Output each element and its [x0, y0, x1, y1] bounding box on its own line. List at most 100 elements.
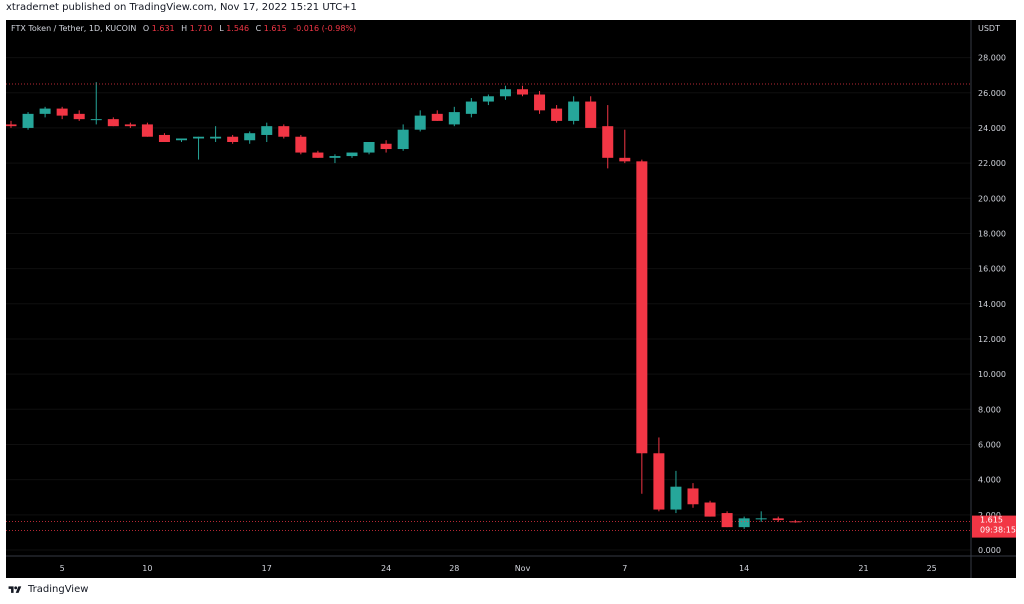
candle — [568, 96, 580, 125]
candle — [670, 470, 682, 514]
candle-body — [56, 108, 68, 116]
candle-body — [73, 113, 85, 120]
candle — [261, 122, 273, 142]
candle-body — [22, 113, 34, 128]
candle — [107, 117, 119, 127]
x-tick-label: 14 — [739, 564, 749, 573]
candle — [517, 85, 528, 97]
currency-label: USDT — [978, 24, 1000, 33]
open-label: O — [143, 24, 149, 33]
candle-body — [738, 518, 750, 528]
candle-body — [517, 89, 528, 95]
tradingview-logo-icon — [8, 585, 22, 593]
candle — [39, 106, 51, 118]
candle — [704, 500, 716, 517]
candle — [22, 112, 34, 130]
candle — [278, 124, 290, 139]
candle — [414, 110, 426, 132]
candle-body — [6, 124, 17, 127]
candle-body — [499, 89, 511, 97]
candle — [551, 105, 563, 123]
candle — [602, 105, 614, 169]
time-axis[interactable]: 5 10 17 24 28 Nov 7 14 21 25 — [60, 564, 937, 573]
candle — [585, 96, 597, 128]
x-tick-label: 5 — [60, 564, 65, 573]
candle-body — [482, 96, 494, 102]
candle-body — [414, 115, 426, 130]
candle — [141, 122, 153, 137]
x-tick-label: 7 — [622, 564, 627, 573]
published-info: xtradernet published on TradingView.com,… — [6, 2, 357, 13]
candle — [721, 511, 733, 528]
candle-body — [278, 126, 290, 137]
y-tick-label: 26.000 — [978, 89, 1006, 98]
close-label: C — [256, 24, 262, 33]
last-price-label: 1.615 — [980, 516, 1003, 525]
candle — [363, 142, 375, 155]
x-tick-label: 28 — [449, 564, 459, 573]
x-tick-label: 10 — [142, 564, 152, 573]
candle-body — [363, 142, 375, 153]
candle-body — [380, 143, 392, 150]
candle — [448, 106, 460, 127]
x-tick-label: 17 — [262, 564, 272, 573]
y-tick-label: 4.000 — [978, 476, 1001, 485]
y-tick-label: 16.000 — [978, 265, 1006, 274]
candle — [431, 110, 443, 121]
candle-body — [244, 133, 256, 141]
y-tick-label: 14.000 — [978, 300, 1006, 309]
y-tick-label: 6.000 — [978, 440, 1001, 449]
last-price-background — [972, 515, 1016, 538]
candle-body — [227, 136, 239, 142]
candle-body — [193, 136, 205, 139]
candle-body — [653, 453, 665, 510]
candle-body — [704, 502, 716, 517]
y-tick-label: 28.000 — [978, 54, 1006, 63]
symbol-title: FTX Token / Tether, 1D, KUCOIN — [11, 24, 136, 33]
reference-lines — [6, 83, 971, 532]
y-tick-label: 12.000 — [978, 335, 1006, 344]
candle — [738, 516, 750, 529]
chart-container[interactable]: 28.000 26.000 24.000 22.000 20.000 18.000 16.0… — [6, 20, 1016, 578]
high-value: 1.710 — [190, 24, 213, 33]
candle-body — [721, 513, 733, 528]
candlestick-chart[interactable]: 28.000 26.000 24.000 22.000 20.000 18.000 16.0… — [6, 20, 1016, 578]
candle-body — [687, 488, 699, 505]
candle-body — [465, 101, 477, 114]
candle — [687, 483, 699, 508]
candle — [56, 106, 68, 120]
candle-body — [210, 136, 222, 139]
candle — [6, 120, 17, 128]
y-tick-label: 10.000 — [978, 370, 1006, 379]
candle — [295, 134, 307, 155]
y-tick-label: 20.000 — [978, 194, 1006, 203]
candle — [158, 133, 170, 142]
candle — [312, 150, 324, 158]
candle-body — [39, 108, 51, 114]
candle — [90, 82, 102, 125]
footer-logo-text: TradingView — [28, 584, 89, 595]
candle-body — [755, 518, 767, 520]
candle — [176, 138, 187, 142]
candle — [73, 110, 85, 121]
change-value: -0.016 (-0.98%) — [293, 24, 356, 33]
price-axis[interactable]: 28.000 26.000 24.000 22.000 20.000 18.000 16.0… — [978, 54, 1006, 555]
candle — [534, 91, 546, 114]
candle-body — [346, 152, 358, 157]
candle — [210, 126, 222, 142]
low-value: 1.546 — [226, 24, 249, 33]
candle — [329, 154, 341, 164]
x-tick-label: 25 — [927, 564, 937, 573]
footer: TradingView — [7, 584, 88, 595]
y-tick-label: 8.000 — [978, 405, 1001, 414]
x-tick-label: Nov — [515, 564, 531, 573]
candle-body — [124, 124, 136, 127]
candle — [227, 134, 239, 144]
candle-body — [619, 157, 631, 162]
candle — [755, 511, 767, 522]
close-value: 1.615 — [264, 24, 287, 33]
candle-body — [141, 124, 153, 137]
candle-body — [176, 138, 187, 141]
candle-body — [90, 119, 102, 121]
y-tick-label: 0.000 — [978, 546, 1001, 555]
